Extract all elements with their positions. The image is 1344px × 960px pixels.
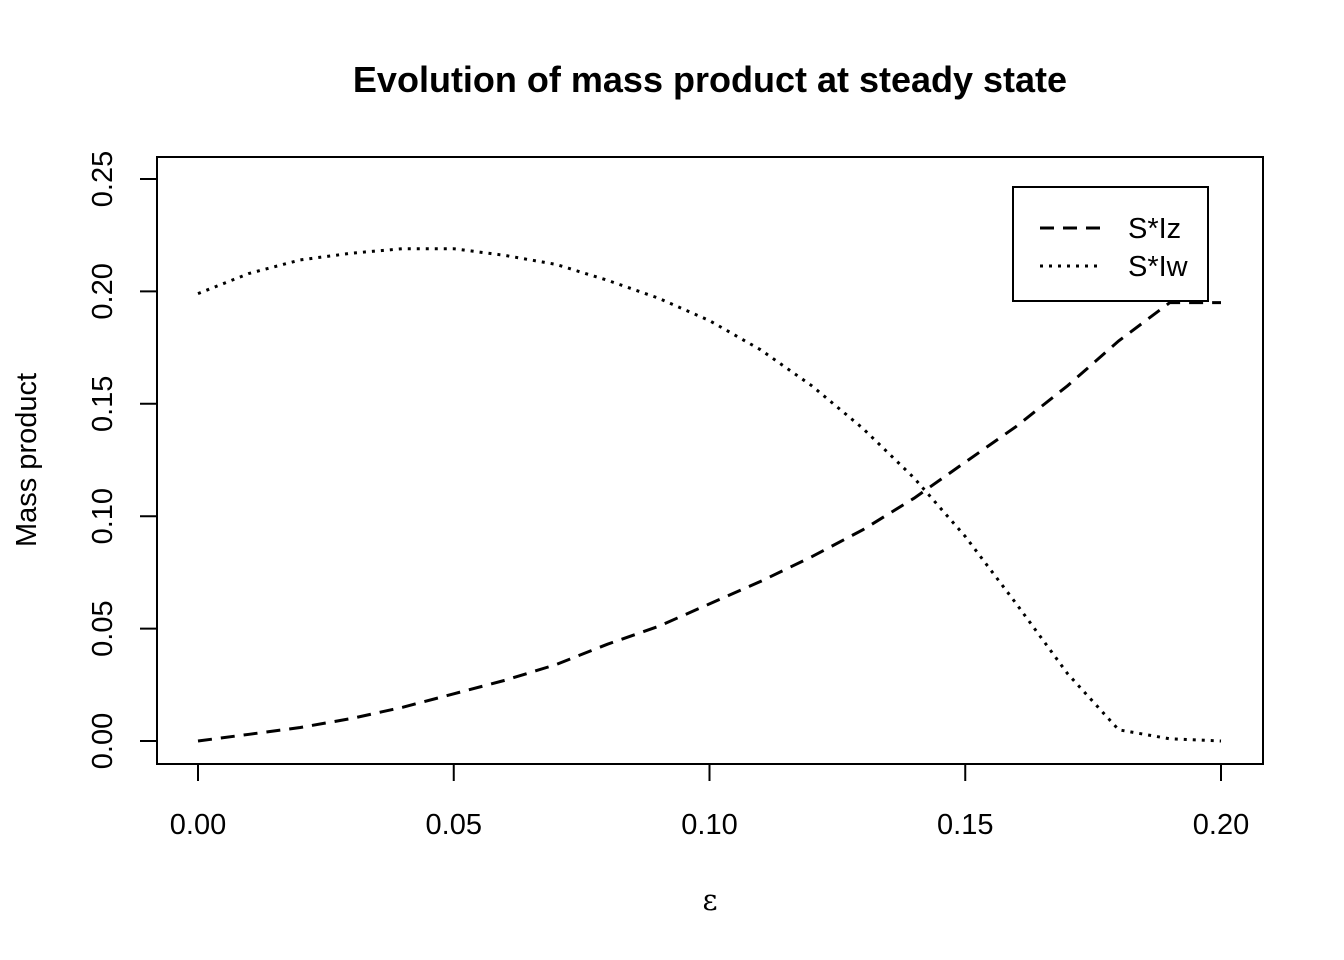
y-tick-label: 0.05 [87,600,119,656]
chart-title: Evolution of mass product at steady stat… [353,59,1067,100]
y-tick-label: 0.00 [87,713,119,769]
x-tick-label: 0.20 [1193,809,1249,841]
series-layer [197,247,1222,743]
legend-label-s-iw: S*Iw [1128,251,1189,283]
legend: S*Iz S*Iw [1012,186,1209,302]
legend-box [1012,186,1209,302]
y-axis-label: Mass product [11,373,43,547]
x-tick-label: 0.05 [426,809,482,841]
x-tick-label: 0.00 [170,809,226,841]
y-tick-label: 0.15 [87,376,119,432]
series-line-s-iw [197,247,1222,743]
x-tick-label: 0.15 [937,809,993,841]
y-tick-label: 0.25 [87,151,119,207]
x-axis: 0.00 0.05 0.10 0.15 0.20 [170,763,1249,841]
y-tick-label: 0.10 [87,488,119,544]
x-tick-label: 0.10 [681,809,737,841]
legend-label-s-iz: S*Iz [1128,213,1181,245]
series-line-s-iz [197,301,1221,743]
y-tick-label: 0.20 [87,263,119,319]
x-axis-label: ε [702,883,717,917]
y-axis: 0.00 0.05 0.10 0.15 0.20 0.25 [87,151,158,769]
